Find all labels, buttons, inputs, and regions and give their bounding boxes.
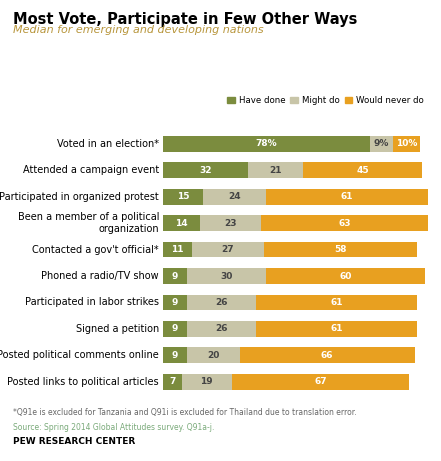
Text: 9: 9 — [172, 298, 178, 307]
Bar — [256, 295, 417, 310]
Bar — [261, 215, 428, 231]
Bar — [240, 348, 415, 363]
Text: 23: 23 — [224, 219, 237, 228]
Bar — [163, 242, 192, 258]
Text: 61: 61 — [341, 192, 353, 201]
Text: 20: 20 — [207, 351, 220, 360]
Bar — [303, 162, 422, 178]
Text: 67: 67 — [314, 378, 327, 386]
Text: 21: 21 — [269, 165, 282, 175]
Text: 9: 9 — [172, 351, 178, 360]
Text: 9: 9 — [172, 272, 178, 280]
Bar — [232, 374, 409, 390]
Text: 66: 66 — [321, 351, 333, 360]
Text: 26: 26 — [215, 325, 228, 333]
Bar — [187, 268, 266, 284]
Bar — [163, 162, 248, 178]
Text: Median for emerging and developing nations: Median for emerging and developing natio… — [13, 25, 264, 35]
Bar — [393, 136, 420, 152]
Bar — [256, 321, 417, 337]
Text: 10%: 10% — [396, 139, 417, 148]
Bar — [163, 215, 200, 231]
Bar — [163, 295, 187, 310]
Text: Most Vote, Participate in Few Other Ways: Most Vote, Participate in Few Other Ways — [13, 12, 358, 27]
Text: 15: 15 — [177, 192, 189, 201]
Text: 11: 11 — [172, 245, 184, 254]
Text: 63: 63 — [338, 219, 351, 228]
Bar — [163, 348, 187, 363]
Text: 14: 14 — [176, 219, 188, 228]
Bar — [266, 268, 425, 284]
Legend: Have done, Might do, Would never do: Have done, Might do, Would never do — [228, 96, 423, 105]
Text: *Q91e is excluded for Tanzania and Q91i is excluded for Thailand due to translat: *Q91e is excluded for Tanzania and Q91i … — [13, 408, 357, 417]
Bar — [192, 242, 264, 258]
Text: 32: 32 — [199, 165, 212, 175]
Text: 9%: 9% — [374, 139, 389, 148]
Text: 26: 26 — [215, 298, 228, 307]
Bar — [163, 321, 187, 337]
Bar — [187, 295, 256, 310]
Text: 27: 27 — [222, 245, 234, 254]
Bar — [248, 162, 303, 178]
Text: PEW RESEARCH CENTER: PEW RESEARCH CENTER — [13, 437, 135, 446]
Text: Source: Spring 2014 Global Attitudes survey. Q91a-j.: Source: Spring 2014 Global Attitudes sur… — [13, 423, 215, 432]
Text: 19: 19 — [201, 378, 213, 386]
Bar — [182, 374, 232, 390]
Text: 30: 30 — [220, 272, 233, 280]
Text: 60: 60 — [340, 272, 352, 280]
Text: 58: 58 — [334, 245, 347, 254]
Bar — [163, 136, 370, 152]
Bar — [370, 136, 393, 152]
Bar — [200, 215, 261, 231]
Bar — [203, 189, 266, 205]
Text: 61: 61 — [330, 298, 343, 307]
Bar — [163, 268, 187, 284]
Bar — [266, 189, 428, 205]
Text: 7: 7 — [169, 378, 176, 386]
Text: 45: 45 — [357, 165, 369, 175]
Bar — [163, 374, 182, 390]
Text: 24: 24 — [228, 192, 241, 201]
Bar — [264, 242, 417, 258]
Text: 78%: 78% — [255, 139, 277, 148]
Bar — [187, 348, 240, 363]
Text: 9: 9 — [172, 325, 178, 333]
Bar — [187, 321, 256, 337]
Text: 61: 61 — [330, 325, 343, 333]
Bar — [163, 189, 203, 205]
